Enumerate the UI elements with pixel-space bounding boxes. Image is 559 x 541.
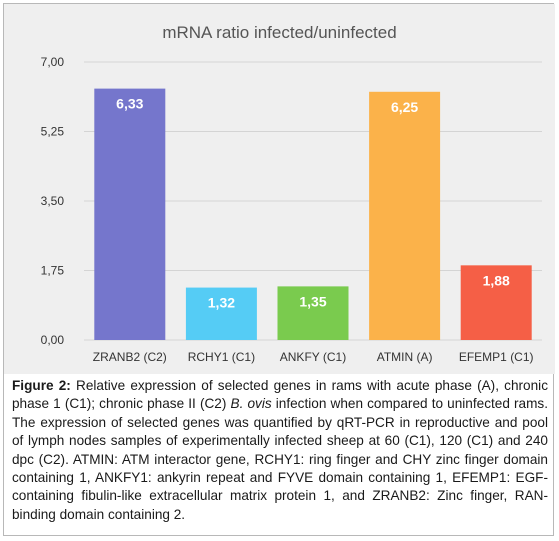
bar — [369, 91, 441, 341]
x-category-label: RCHY1 (C1) — [188, 350, 255, 364]
x-category-label: ANKFY (C1) — [280, 350, 346, 364]
y-tick-label: 1,75 — [41, 264, 65, 278]
bar-value-label: 1,88 — [483, 272, 510, 288]
bar — [185, 287, 257, 340]
chart-title: mRNA ratio infected/uninfected — [162, 23, 397, 42]
y-tick-label: 0,00 — [41, 333, 65, 347]
bar-value-label: 1,35 — [299, 293, 326, 309]
x-category-label: EFEMP1 (C1) — [459, 350, 534, 364]
chart-panel: mRNA ratio infected/uninfected 0,00 1,75 3… — [4, 4, 555, 374]
caption-text-2: infection when compared to uninfected ra… — [12, 396, 548, 522]
bar-value-label: 1,32 — [208, 295, 235, 311]
bar-chart: 0,00 1,75 3,50 5,25 7,00 6,33 ZRANB2 (C2) 1,32 R… — [41, 55, 542, 364]
figure-caption: Figure 2: Relative expression of selecte… — [12, 377, 548, 524]
bar-value-label: 6,33 — [116, 96, 143, 112]
x-category-label: ZRANB2 (C2) — [93, 350, 167, 364]
caption-label: Figure 2: — [12, 378, 71, 393]
bar — [460, 265, 532, 340]
bar — [277, 286, 349, 340]
bar-value-label: 6,25 — [391, 99, 418, 115]
y-tick-label: 3,50 — [41, 194, 65, 208]
y-tick-label: 5,25 — [41, 125, 65, 139]
caption-text-1: Relative expression of selected genes in… — [12, 378, 548, 412]
caption-species: B. ovis — [230, 396, 272, 412]
y-tick-label: 7,00 — [41, 55, 65, 69]
x-category-label: ATMIN (A) — [377, 350, 433, 364]
bar — [94, 88, 166, 340]
